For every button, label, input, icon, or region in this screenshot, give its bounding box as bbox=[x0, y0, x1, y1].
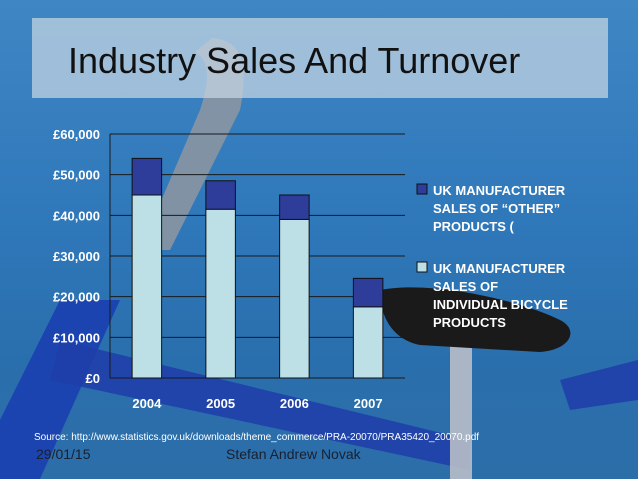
slide-title: Industry Sales And Turnover bbox=[68, 40, 521, 81]
y-tick-label: £0 bbox=[86, 371, 100, 386]
bar-segment-other-products bbox=[131, 157, 163, 196]
fork-shape bbox=[0, 300, 120, 479]
bar-segment-other-products bbox=[352, 277, 384, 308]
x-tick-label: 2006 bbox=[280, 396, 309, 411]
x-tick-label: 2007 bbox=[354, 396, 383, 411]
legend-label: PRODUCTS ( bbox=[433, 219, 515, 234]
title-band bbox=[32, 18, 608, 98]
y-tick-label: £30,000 bbox=[53, 249, 100, 264]
footer-date: 29/01/15 bbox=[36, 446, 91, 462]
legend-swatch bbox=[416, 261, 428, 273]
bar-segment-bicycle-products bbox=[131, 194, 163, 379]
legend-label: UK MANUFACTURER bbox=[433, 261, 566, 276]
bar-segment-other-products bbox=[279, 194, 310, 220]
footer-author: Stefan Andrew Novak bbox=[226, 446, 361, 462]
y-tick-label: £40,000 bbox=[53, 208, 100, 223]
source-note: Source: http://www.statistics.gov.uk/dow… bbox=[34, 432, 480, 443]
legend-label: SALES OF “OTHER” bbox=[433, 201, 560, 216]
bar-segment-bicycle-products bbox=[279, 218, 310, 379]
legend-label: PRODUCTS bbox=[433, 315, 506, 330]
saddle-shape bbox=[380, 287, 571, 352]
y-tick-label: £10,000 bbox=[53, 330, 100, 345]
legend-label: INDIVIDUAL BICYCLE bbox=[433, 297, 568, 312]
rear-tube-shape bbox=[560, 360, 638, 410]
bar-segment-bicycle-products bbox=[205, 208, 236, 379]
y-tick-label: £50,000 bbox=[53, 168, 100, 183]
bar-segment-other-products bbox=[205, 180, 236, 210]
seat-post-shape bbox=[450, 330, 472, 479]
legend-label: SALES OF bbox=[433, 279, 498, 294]
legend-label: UK MANUFACTURER bbox=[433, 183, 566, 198]
y-tick-label: £20,000 bbox=[53, 290, 100, 305]
bar-segment-bicycle-products bbox=[352, 306, 384, 379]
x-tick-label: 2005 bbox=[206, 396, 235, 411]
y-tick-label: £60,000 bbox=[53, 127, 100, 142]
x-tick-label: 2004 bbox=[132, 396, 162, 411]
legend-swatch bbox=[416, 183, 428, 195]
